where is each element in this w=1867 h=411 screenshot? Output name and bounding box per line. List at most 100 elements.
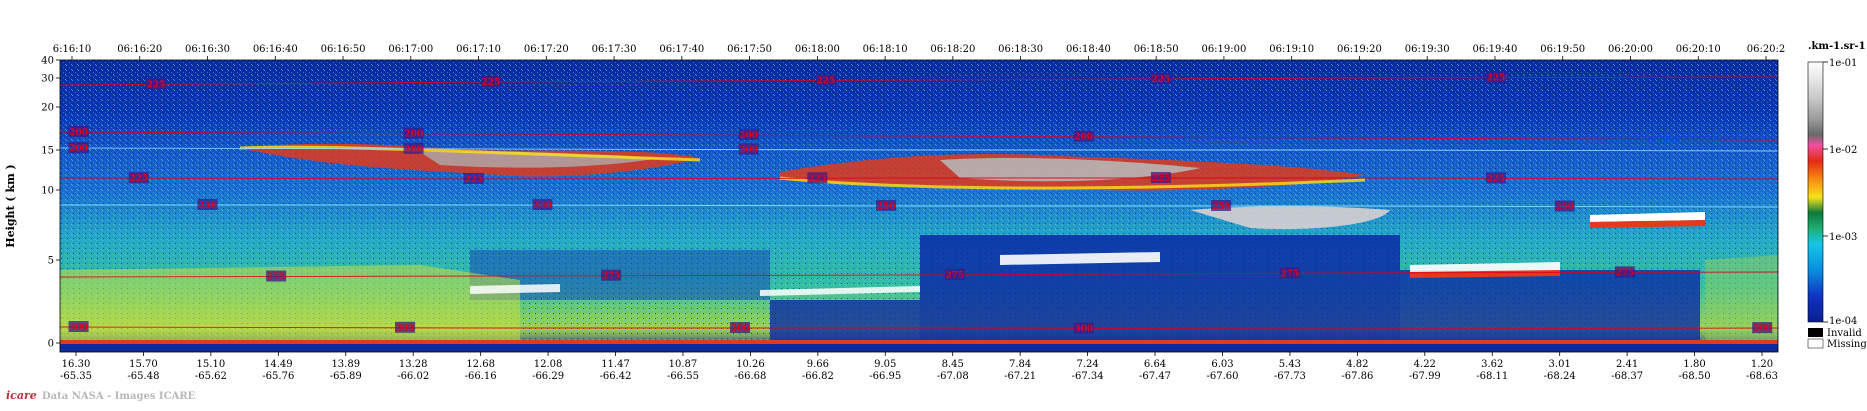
time-tick-label: 06:16:30 bbox=[185, 44, 230, 55]
isotherm-label: 200 bbox=[69, 128, 88, 138]
latitude-label: 4.82 bbox=[1346, 359, 1368, 370]
mid-cloud-2-base bbox=[1590, 220, 1705, 228]
isotherm-label-box bbox=[68, 142, 89, 154]
colorbar-tick-label: 1e-02 bbox=[1829, 145, 1857, 156]
longitude-label: -67.99 bbox=[1409, 371, 1441, 382]
isotherm-label: 250 bbox=[1555, 202, 1574, 212]
time-tick-label: 06:18:30 bbox=[998, 44, 1043, 55]
time-tick-label: 06:18:40 bbox=[1066, 44, 1111, 55]
longitude-label: -67.73 bbox=[1274, 371, 1306, 382]
isotherm-label: 300 bbox=[69, 323, 88, 333]
isotherm-label: 300 bbox=[1074, 324, 1093, 334]
longitude-label: -65.62 bbox=[195, 371, 227, 382]
isotherm-label: 225 bbox=[1487, 174, 1506, 184]
isotherm-label: 275 bbox=[1280, 269, 1299, 279]
isotherm-label: 200 bbox=[404, 130, 423, 140]
credit-text: Data NASA - Images ICARE bbox=[42, 391, 196, 402]
isotherm-label-box bbox=[1485, 172, 1506, 184]
height-tick-label: 30 bbox=[41, 74, 54, 85]
plot-frame bbox=[59, 59, 1779, 353]
aerosol-layer-left bbox=[60, 265, 520, 340]
latitude-label: 3.62 bbox=[1481, 359, 1503, 370]
isotherm-label-box bbox=[145, 78, 166, 90]
clear-region-2 bbox=[1400, 270, 1700, 345]
latitude-label: 2.41 bbox=[1616, 359, 1638, 370]
latitude-label: 12.68 bbox=[466, 359, 495, 370]
longitude-label: -68.37 bbox=[1611, 371, 1643, 382]
latitude-label: 1.20 bbox=[1751, 359, 1773, 370]
latitude-label: 4.22 bbox=[1414, 359, 1436, 370]
time-tick-label: 06:20:2 bbox=[1747, 44, 1786, 55]
time-tick-label: 6:16:10 bbox=[53, 44, 92, 55]
longitude-label: -65.35 bbox=[60, 371, 92, 382]
latitude-label: 12.08 bbox=[534, 359, 563, 370]
latitude-label: 1.80 bbox=[1683, 359, 1705, 370]
isotherm-label-box bbox=[480, 76, 501, 88]
isotherm-label: 250 bbox=[198, 201, 217, 211]
latitude-label: 10.26 bbox=[736, 359, 765, 370]
longitude-label: -66.68 bbox=[734, 371, 766, 382]
latitude-label: 3.01 bbox=[1549, 359, 1571, 370]
longitude-label: -68.50 bbox=[1679, 371, 1711, 382]
longitude-label: -65.89 bbox=[330, 371, 362, 382]
isotherm-label-box bbox=[601, 269, 622, 281]
longitude-label: -68.24 bbox=[1544, 371, 1576, 382]
isotherm-label-box bbox=[1752, 322, 1773, 334]
latlon-axis: 16.30-65.3515.70-65.4815.10-65.6214.49-6… bbox=[60, 352, 1778, 382]
isotherm-label: 250 bbox=[533, 201, 552, 211]
isotherm-label: 275 bbox=[945, 271, 964, 281]
longitude-label: -67.60 bbox=[1206, 371, 1238, 382]
isotherm-label: 275 bbox=[1615, 268, 1634, 278]
colorbar-tick-label: 1e-03 bbox=[1829, 232, 1857, 243]
legend-invalid-swatch bbox=[1808, 328, 1823, 337]
height-tick-label: 10 bbox=[41, 186, 54, 197]
isotherm-label: 300 bbox=[396, 324, 415, 334]
isotherm-label: 200 bbox=[404, 145, 423, 155]
isotherm-label: 225 bbox=[147, 80, 166, 90]
isotherm-line bbox=[60, 204, 1778, 208]
time-tick-label: 06:17:40 bbox=[659, 44, 704, 55]
time-tick-label: 06:16:40 bbox=[253, 44, 298, 55]
longitude-label: -66.55 bbox=[667, 371, 699, 382]
time-tick-label: 06:16:20 bbox=[117, 44, 162, 55]
surface-return bbox=[60, 340, 1778, 344]
longitude-label: -67.08 bbox=[937, 371, 969, 382]
isotherm-label-box bbox=[815, 74, 836, 86]
isotherm-label-box bbox=[944, 268, 965, 280]
isotherm-label-box bbox=[266, 270, 287, 282]
longitude-label: -66.29 bbox=[532, 371, 564, 382]
time-tick-label: 06:17:30 bbox=[592, 44, 637, 55]
backscatter-field: 225 225 225 225 225 200 200 200 200 200 200 200 225 2… bbox=[60, 60, 1778, 352]
latitude-label: 10.87 bbox=[669, 359, 698, 370]
cirrus-core-2 bbox=[940, 157, 1200, 182]
isotherm-label-box bbox=[1554, 200, 1575, 212]
latitude-label: 13.28 bbox=[399, 359, 428, 370]
icare-logo: icare bbox=[6, 389, 37, 402]
y-axis-label: Height ( km ) bbox=[4, 164, 17, 248]
isotherm-label-box bbox=[1279, 267, 1300, 279]
isotherm-label: 225 bbox=[129, 174, 148, 184]
time-tick-label: 06:16:50 bbox=[321, 44, 366, 55]
height-tick-label: 0 bbox=[48, 339, 54, 350]
longitude-label: -66.82 bbox=[802, 371, 834, 382]
isotherm-label-box bbox=[68, 321, 89, 333]
time-axis: 6:16:10 06:16:20 06:16:30 06:16:40 06:16:50 0… bbox=[53, 44, 1786, 60]
cirrus-edge-2 bbox=[779, 176, 1366, 190]
time-tick-label: 06:19:10 bbox=[1269, 44, 1314, 55]
isotherm-label-box bbox=[1614, 266, 1635, 278]
longitude-label: -67.86 bbox=[1341, 371, 1373, 382]
longitude-label: -66.16 bbox=[465, 371, 497, 382]
below-surface bbox=[60, 344, 1778, 352]
isotherm-label-box bbox=[738, 129, 759, 141]
height-tick-label: 40 bbox=[41, 56, 54, 67]
latitude-label: 16.30 bbox=[62, 359, 91, 370]
legend-missing-label: Missing bbox=[1827, 339, 1867, 350]
longitude-label: -66.02 bbox=[397, 371, 429, 382]
legend-missing-swatch bbox=[1807, 338, 1824, 349]
isotherm-label-box bbox=[1150, 172, 1171, 183]
isotherm-label: 200 bbox=[739, 146, 758, 156]
latitude-label: 7.84 bbox=[1009, 359, 1031, 370]
time-tick-label: 06:18:20 bbox=[930, 44, 975, 55]
footer-credit: icare Data NASA - Images ICARE bbox=[6, 389, 196, 402]
isotherm-label: 275 bbox=[267, 273, 286, 283]
